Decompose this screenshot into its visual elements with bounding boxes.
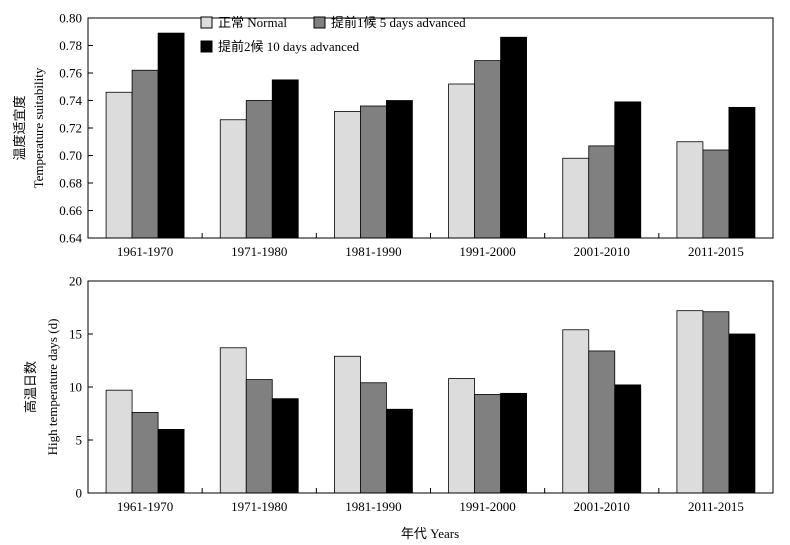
bottom-bar-1971-1980-series-2 (245, 379, 273, 494)
bottom-x-tick-label: 1991-2000 (459, 499, 515, 514)
top-bar-2001-2010-series-3 (614, 101, 642, 239)
legend-swatch-10-days (200, 40, 213, 53)
bottom-bar-1961-1970-series-2 (131, 412, 159, 494)
bottom-bar-2001-2010-series-2 (588, 350, 616, 494)
bottom-x-tick-label: 1971-1980 (231, 499, 287, 514)
top-y-tick-label: 0.70 (59, 148, 82, 163)
top-y-tick-label: 0.72 (59, 121, 82, 136)
top-x-tick-label: 2011-2015 (688, 244, 744, 259)
bottom-x-tick-label: 2001-2010 (574, 499, 630, 514)
bottom-y-tick-label: 0 (76, 486, 83, 501)
high-temperature-days-chart: 0 5 10 15 20 1961-1970 1971-1980 1981-1990 1991… (23, 274, 774, 541)
top-bar-1991-2000-series-2 (474, 60, 501, 239)
top-bar-1961-1970-series-2 (131, 69, 159, 239)
bottom-bars (105, 310, 756, 494)
bottom-bar-1971-1980-series-1 (219, 347, 247, 494)
top-bar-1971-1980-series-2 (245, 100, 273, 239)
top-bar-1981-1990-series-3 (386, 100, 413, 239)
legend-label-10-days: 提前2候 10 days advanced (218, 39, 360, 54)
top-bar-1961-1970-series-1 (105, 91, 133, 239)
top-bar-2011-2015-series-2 (702, 149, 730, 239)
bottom-bar-1981-1990-series-2 (360, 382, 387, 494)
bottom-x-ticks: 1961-1970 1971-1980 1981-1990 1991-2000 2001… (117, 488, 744, 514)
top-bars (105, 32, 756, 239)
top-bar-2011-2015-series-1 (676, 141, 704, 239)
bottom-bar-1971-1980-series-3 (271, 398, 299, 494)
top-bar-2001-2010-series-2 (588, 145, 616, 239)
top-bar-1981-1990-series-2 (360, 105, 387, 239)
top-plot-frame (87, 17, 774, 239)
top-x-tick-label: 1981-1990 (345, 244, 401, 259)
top-bar-1991-2000-series-1 (448, 83, 475, 239)
bottom-x-tick-label: 2011-2015 (688, 499, 744, 514)
top-y-axis-title: Temperature suitability (31, 67, 46, 188)
bottom-y-tick-label: 5 (76, 433, 83, 448)
top-x-tick-label: 1971-1980 (231, 244, 287, 259)
bottom-bar-1981-1990-series-3 (386, 408, 413, 494)
top-y-tick-label: 0.80 (59, 11, 82, 26)
top-y-tick-label: 0.74 (59, 93, 82, 108)
top-x-tick-label: 2001-2010 (574, 244, 630, 259)
legend-swatch-normal (200, 16, 213, 29)
bottom-bar-1961-1970-series-3 (157, 428, 185, 494)
bottom-bar-1991-2000-series-3 (500, 392, 527, 494)
top-x-tick-label: 1961-1970 (117, 244, 173, 259)
top-bar-1981-1990-series-1 (334, 111, 361, 239)
bottom-y-ticks: 0 5 10 15 20 (69, 274, 93, 501)
bottom-y-tick-label: 15 (69, 327, 82, 342)
legend: 正常 Normal 提前1候 5 days advanced 提前2候 10 d… (200, 15, 466, 54)
top-y-tick-label: 0.66 (59, 203, 82, 218)
bottom-bar-2001-2010-series-1 (562, 329, 590, 494)
top-y-tick-label: 0.76 (59, 66, 82, 81)
temperature-suitability-chart: 0.64 0.66 0.68 0.70 0.72 0.74 0.76 0.78 0.80 196… (12, 11, 774, 259)
top-y-tick-label: 0.68 (59, 176, 82, 191)
bottom-bar-2011-2015-series-3 (728, 333, 756, 494)
bottom-bar-1961-1970-series-1 (105, 389, 133, 494)
top-y-ticks: 0.64 0.66 0.68 0.70 0.72 0.74 0.76 0.78 0.80 (59, 11, 93, 246)
bottom-x-tick-label: 1981-1990 (345, 499, 401, 514)
x-axis-title: 年代 Years (401, 526, 459, 541)
legend-swatch-5-days (313, 16, 326, 29)
bottom-y-axis-title: High temperature days (d) (45, 319, 60, 456)
bottom-bar-1991-2000-series-1 (448, 378, 475, 494)
bottom-bar-2011-2015-series-2 (702, 311, 730, 494)
bottom-plot-frame (87, 280, 774, 494)
top-bar-1961-1970-series-3 (157, 32, 185, 239)
top-x-ticks: 1961-1970 1971-1980 1981-1990 1991-2000 2001… (117, 233, 744, 259)
top-y-tick-label: 0.64 (59, 231, 82, 246)
bottom-bar-1981-1990-series-1 (334, 355, 361, 494)
bottom-y-tick-label: 20 (69, 274, 82, 289)
top-bar-1971-1980-series-1 (219, 119, 247, 239)
bottom-y-tick-label: 10 (69, 380, 82, 395)
bottom-bar-2001-2010-series-3 (614, 384, 642, 494)
top-bar-2001-2010-series-1 (562, 157, 590, 239)
legend-label-5-days: 提前1候 5 days advanced (331, 15, 466, 30)
top-bar-1991-2000-series-3 (500, 36, 527, 239)
top-bar-2011-2015-series-3 (728, 106, 756, 239)
bottom-bar-2011-2015-series-1 (676, 310, 704, 494)
bottom-y-axis-title-cn: 高温日数 (23, 361, 38, 413)
top-y-axis-title-cn: 温度适宜度 (12, 95, 27, 160)
bottom-bar-1991-2000-series-2 (474, 394, 501, 494)
top-y-tick-label: 0.78 (59, 38, 82, 53)
legend-label-normal: 正常 Normal (218, 15, 287, 30)
bottom-x-tick-label: 1961-1970 (117, 499, 173, 514)
top-x-tick-label: 1991-2000 (459, 244, 515, 259)
top-bar-1971-1980-series-3 (271, 79, 299, 239)
